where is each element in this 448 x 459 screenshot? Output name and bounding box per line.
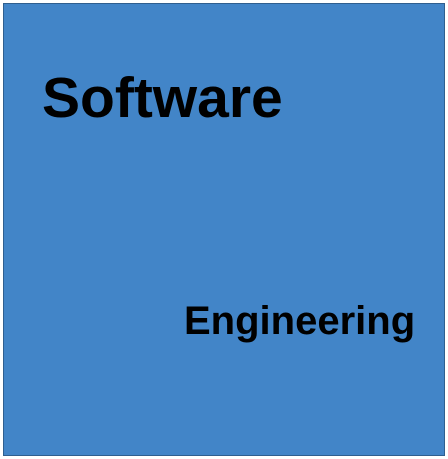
blue-panel: Software Engineering — [3, 3, 445, 456]
secondary-word: Engineering — [184, 299, 416, 343]
primary-word: Software — [42, 66, 283, 130]
